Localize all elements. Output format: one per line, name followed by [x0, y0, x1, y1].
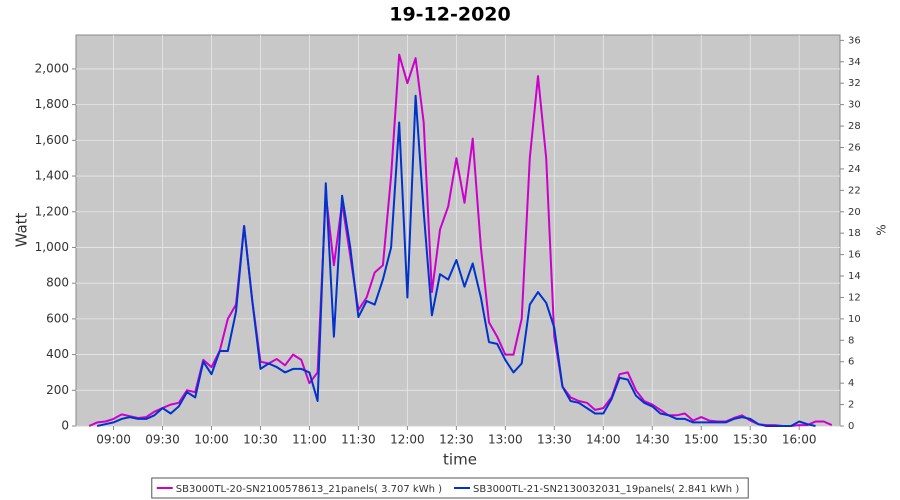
y2-tick-label: 30: [848, 100, 861, 111]
y2-tick-label: 28: [848, 121, 861, 132]
y2-tick-label: 32: [848, 78, 861, 89]
y2-tick-label: 0: [848, 421, 854, 432]
y2-tick-label: 12: [848, 292, 861, 303]
y2-tick-label: 34: [848, 57, 861, 68]
x-tick-label: 13:30: [537, 433, 572, 447]
x-tick-label: 16:00: [782, 433, 817, 447]
data-line: [96, 94, 816, 427]
y-tick-label: 400: [46, 347, 69, 361]
x-tick-label: 09:30: [145, 433, 180, 447]
x-tick-label: 10:30: [243, 433, 278, 447]
y-tick-label: 1,200: [35, 204, 69, 218]
y2-tick-label: 8: [848, 335, 854, 346]
y-tick-label: 0: [61, 419, 69, 433]
y-tick-label: 2,000: [35, 61, 69, 75]
x-axis-label: time: [443, 451, 477, 469]
y2-tick-label: 16: [848, 250, 861, 261]
x-tick-label: 15:00: [684, 433, 719, 447]
legend-label: SB3000TL-21-SN2130032031_19panels( 2.841…: [473, 484, 739, 495]
y-tick-label: 1,600: [35, 133, 69, 147]
y-axis-label: Watt: [13, 212, 31, 247]
x-tick-label: 10:00: [194, 433, 229, 447]
y2-tick-label: 10: [848, 314, 861, 325]
y-tick-label: 1,800: [35, 97, 69, 111]
chart-title: 19-12-2020: [389, 4, 511, 26]
y-tick-label: 1,000: [35, 240, 69, 254]
legend-label: SB3000TL-20-SN2100578613_21panels( 3.707…: [176, 484, 442, 495]
legend-box: [151, 477, 749, 499]
y-tick-label: 1,400: [35, 169, 69, 183]
y2-tick-label: 24: [848, 164, 861, 175]
x-tick-label: 12:30: [439, 433, 474, 447]
y2-tick-label: 4: [848, 378, 854, 389]
plot-area: [75, 34, 841, 427]
y2-tick-label: 26: [848, 142, 861, 153]
x-tick-label: 12:00: [390, 433, 425, 447]
y-tick-label: 200: [46, 383, 69, 397]
y2-tick-label: 18: [848, 228, 861, 239]
x-tick-label: 14:00: [586, 433, 621, 447]
x-tick-label: 09:00: [96, 433, 131, 447]
y-tick-label: 600: [46, 311, 69, 325]
x-tick-label: 14:30: [635, 433, 670, 447]
y2-tick-label: 22: [848, 185, 861, 196]
legend: SB3000TL-20-SN2100578613_21panels( 3.707…: [151, 477, 749, 499]
y2-tick-label: 2: [848, 400, 854, 411]
data-line: [88, 53, 833, 427]
y2-tick-label: 6: [848, 357, 854, 368]
x-tick-label: 13:00: [488, 433, 523, 447]
y-tick-label: 800: [46, 276, 69, 290]
x-tick-label: 15:30: [733, 433, 768, 447]
x-tick-label: 11:00: [292, 433, 327, 447]
y2-tick-label: 20: [848, 207, 861, 218]
x-tick-label: 11:30: [341, 433, 376, 447]
y2-tick-label: 36: [848, 35, 861, 46]
y2-axis-label: %: [875, 224, 889, 235]
y2-tick-label: 14: [848, 271, 861, 282]
